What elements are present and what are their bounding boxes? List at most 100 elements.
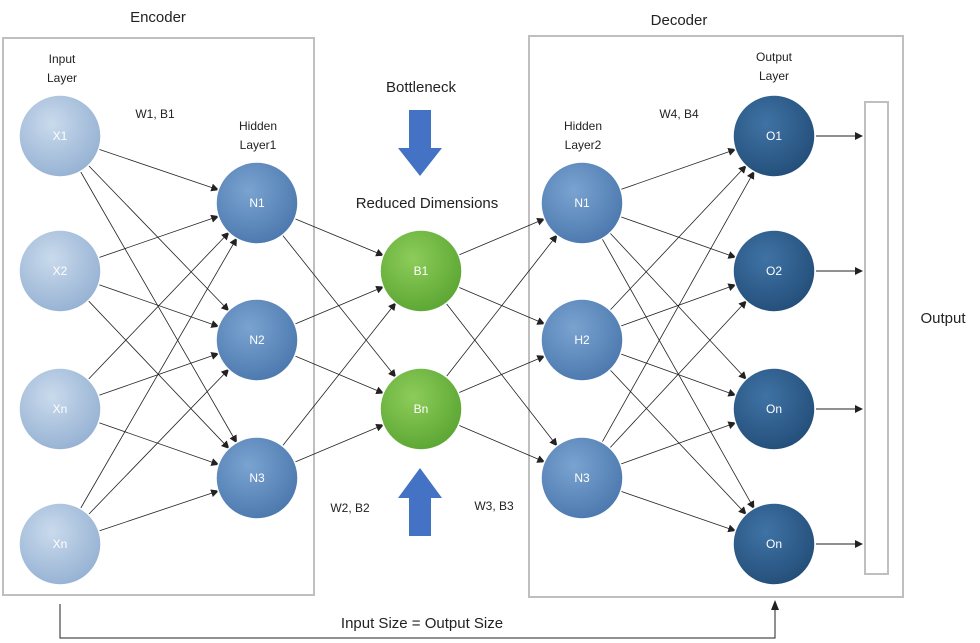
edge-input-3-to-hidden1-1 [88,368,230,515]
hidden1-node-0: N1 [215,161,299,245]
output-node-label-1: O2 [766,264,782,278]
edge-input-2-to-hidden1-1 [98,352,220,396]
edge-input-1-to-hidden1-0 [98,214,220,258]
output-node-0: O1 [732,94,816,178]
input-node-label-2: Xn [53,402,68,416]
input-node-3: Xn [18,502,102,586]
edge-input-0-to-hidden1-0 [98,148,220,192]
edge-bottle-0-to-hidden2-0 [458,218,546,256]
weights-w1-b1: W1, B1 [135,107,175,121]
input-node-label-3: Xn [53,537,68,551]
input-node-label-0: X1 [53,129,68,143]
hidden-layer1-label-line1: Hidden [239,119,277,133]
input-layer-label-line2: Layer [47,71,77,85]
bottle-node-0: B1 [379,229,463,313]
edge-hidden1-1-to-bottle-0 [294,285,385,325]
hidden-layer2-label-line1: Hidden [564,119,602,133]
hidden1-node-circle-2 [215,436,299,520]
hidden2-node-circle-0 [540,161,624,245]
edge-hidden1-2-to-bottle-1 [294,423,385,463]
edge-hidden2-2-to-output-3 [620,490,737,533]
size-equality-label: Input Size = Output Size [341,615,503,632]
bottleneck-title: Bottleneck [386,79,457,96]
output-label: Output [920,310,966,327]
bottle-node-circle-0 [379,229,463,313]
output-node-label-0: O1 [766,129,782,143]
hidden1-node-circle-1 [215,298,299,382]
edge-input-3-to-hidden1-0 [80,237,238,509]
reduced-dimensions-label: Reduced Dimensions [356,195,499,212]
output-bar [864,101,889,575]
decoder-frame [528,35,904,598]
bottle-node-label-1: Bn [414,402,429,416]
input-node-0: X1 [18,94,102,178]
edge-input-2-to-hidden1-0 [88,231,230,380]
hidden2-node-1: H2 [540,298,624,382]
weights-w3-b3: W3, B3 [474,499,514,513]
hidden-layer1-label-line2: Layer1 [240,138,277,152]
weights-w2-b2: W2, B2 [330,501,370,515]
encoder-frame [2,37,315,596]
edge-hidden2-2-to-output-2 [620,421,737,465]
input-layer-label-line1: Input [49,52,76,66]
output-arrows [816,132,863,548]
size-loop-arrowhead [771,600,779,610]
hidden2-node-2: N3 [540,436,624,520]
edge-input-0-to-hidden1-2 [80,171,237,444]
input-node-circle-3 [18,502,102,586]
bottleneck-down-arrow [398,110,442,176]
edge-input-3-to-hidden1-2 [98,489,220,532]
output-node-label-3: On [766,537,782,551]
hidden1-node-label-1: N2 [249,333,265,347]
output-node-2: On [732,367,816,451]
hidden2-node-circle-2 [540,436,624,520]
hidden-layer2-label-line2: Layer2 [565,138,602,152]
edge-hidden1-0-to-bottle-0 [294,218,385,257]
input-node-2: Xn [18,367,102,451]
edge-input-0-to-hidden1-1 [88,165,230,312]
output-layer-label-line2: Layer [759,69,789,83]
hidden2-node-label-1: H2 [574,333,590,347]
hidden1-node-circle-0 [215,161,299,245]
input-node-circle-2 [18,367,102,451]
hidden1-node-2: N3 [215,436,299,520]
edge-hidden2-0-to-output-0 [620,148,737,190]
size-loop-line [59,604,776,639]
output-node-circle-1 [732,229,816,313]
edge-hidden1-2-to-bottle-0 [282,302,397,447]
weights-w4-b4: W4, B4 [659,107,699,121]
decoder-title: Decoder [651,12,708,29]
output-node-1: O2 [732,229,816,313]
output-node-circle-0 [732,94,816,178]
encoder-title: Encoder [130,9,186,26]
bottle-node-label-0: B1 [414,264,429,278]
edge-hidden2-0-to-output-2 [609,232,747,380]
network-connections [80,148,755,533]
edge-hidden1-0-to-bottle-1 [282,234,397,378]
edge-hidden2-1-to-output-0 [609,165,747,311]
edge-hidden2-2-to-output-1 [609,300,747,449]
hidden2-node-label-2: N3 [574,471,590,485]
output-node-3: On [732,502,816,586]
bottle-node-circle-1 [379,367,463,451]
hidden2-node-circle-1 [540,298,624,382]
edge-hidden2-2-to-output-0 [601,170,755,443]
edge-hidden2-1-to-output-3 [609,369,747,515]
hidden2-node-0: N1 [540,161,624,245]
input-node-label-1: X2 [53,264,68,278]
input-node-circle-1 [18,229,102,313]
hidden1-node-1: N2 [215,298,299,382]
input-node-circle-0 [18,94,102,178]
edge-bottle-1-to-hidden2-0 [445,234,558,377]
edge-hidden2-1-to-output-1 [620,283,737,327]
edge-bottle-1-to-hidden2-1 [458,355,546,394]
edge-input-2-to-hidden1-2 [98,422,220,466]
output-layer-label-line1: Output [756,50,793,64]
output-node-circle-2 [732,367,816,451]
hidden1-node-label-0: N1 [249,196,265,210]
bottleneck-up-arrow [398,468,442,536]
edge-hidden2-0-to-output-1 [620,216,737,259]
hidden2-node-label-0: N1 [574,196,590,210]
bottle-node-1: Bn [379,367,463,451]
